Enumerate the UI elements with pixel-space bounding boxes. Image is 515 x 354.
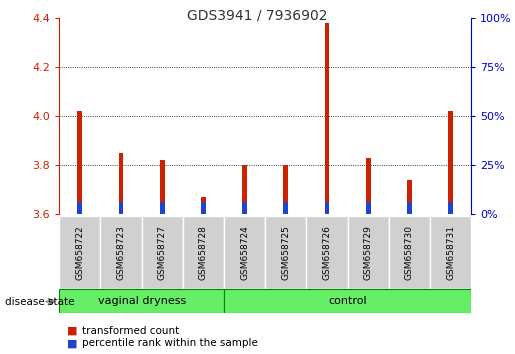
Bar xyxy=(160,160,165,214)
Text: GSM658725: GSM658725 xyxy=(281,225,290,280)
Text: GSM658726: GSM658726 xyxy=(322,225,332,280)
Bar xyxy=(430,216,471,289)
Bar xyxy=(366,158,371,214)
Text: control: control xyxy=(329,296,367,306)
Text: vaginal dryness: vaginal dryness xyxy=(97,296,186,306)
Bar xyxy=(201,197,206,214)
Bar xyxy=(160,202,165,214)
Bar xyxy=(59,289,224,313)
Bar xyxy=(283,202,288,214)
Bar xyxy=(407,202,412,214)
Bar xyxy=(306,216,348,289)
Bar xyxy=(389,216,430,289)
Bar xyxy=(118,202,124,214)
Text: ■: ■ xyxy=(67,338,77,348)
Text: GSM658728: GSM658728 xyxy=(199,225,208,280)
Text: transformed count: transformed count xyxy=(82,326,180,336)
Bar xyxy=(118,153,124,214)
Text: GSM658722: GSM658722 xyxy=(75,225,84,280)
Bar xyxy=(324,202,330,214)
Text: percentile rank within the sample: percentile rank within the sample xyxy=(82,338,259,348)
Text: GSM658724: GSM658724 xyxy=(240,225,249,280)
Bar xyxy=(265,216,306,289)
Bar xyxy=(77,111,82,214)
Text: disease state: disease state xyxy=(5,297,75,307)
Bar xyxy=(242,165,247,214)
Text: GSM658723: GSM658723 xyxy=(116,225,126,280)
Bar xyxy=(324,23,330,214)
Bar xyxy=(283,165,288,214)
Text: GSM658731: GSM658731 xyxy=(446,225,455,280)
Bar xyxy=(201,202,206,214)
Text: GSM658727: GSM658727 xyxy=(158,225,167,280)
Bar xyxy=(224,216,265,289)
Bar xyxy=(100,216,142,289)
Bar xyxy=(142,216,183,289)
Bar xyxy=(407,180,412,214)
Bar xyxy=(366,202,371,214)
Bar xyxy=(77,202,82,214)
Bar xyxy=(242,202,247,214)
Bar xyxy=(59,216,100,289)
Text: GSM658730: GSM658730 xyxy=(405,225,414,280)
Bar xyxy=(224,289,471,313)
Bar xyxy=(183,216,224,289)
Bar xyxy=(348,216,389,289)
Text: GDS3941 / 7936902: GDS3941 / 7936902 xyxy=(187,9,328,23)
Bar xyxy=(448,111,453,214)
Bar xyxy=(448,202,453,214)
Text: ■: ■ xyxy=(67,326,77,336)
Text: GSM658729: GSM658729 xyxy=(364,225,373,280)
